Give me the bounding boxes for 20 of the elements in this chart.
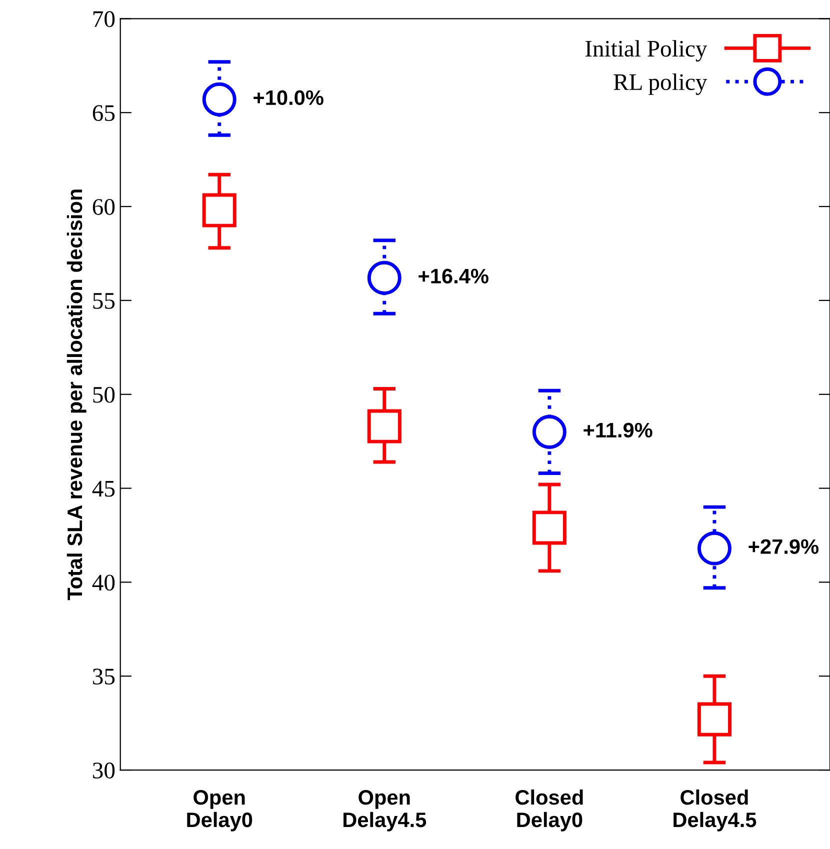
- annotation: +16.4%: [418, 268, 488, 284]
- annotation: +11.9%: [584, 422, 652, 438]
- y-tick-label: 65: [92, 105, 115, 122]
- y-tick-label: 35: [93, 668, 115, 685]
- x-tick-label: Open Delay0: [187, 790, 252, 832]
- legend-label: Initial Policy: [585, 40, 708, 62]
- y-axis-title: Total SLA revenue per allocation decision: [66, 190, 86, 600]
- x-tick-label: Closed Delay4.5: [674, 789, 756, 832]
- y-tick-label: 50: [93, 386, 115, 403]
- y-tick-label: 60: [92, 199, 115, 215]
- legend-label: RL policy: [614, 74, 708, 95]
- y-tick-label: 40: [92, 574, 115, 591]
- y-tick-label: 55: [93, 293, 115, 309]
- annotation: +10.0%: [254, 90, 324, 106]
- y-tick-label: 30: [93, 762, 115, 778]
- y-tick-label: 70: [93, 11, 115, 28]
- x-tick-label: Open Delay4.5: [344, 790, 426, 832]
- x-tick-label: Closed Delay0: [516, 789, 583, 832]
- annotation: +27.9%: [748, 539, 818, 554]
- y-tick-label: 45: [92, 480, 115, 497]
